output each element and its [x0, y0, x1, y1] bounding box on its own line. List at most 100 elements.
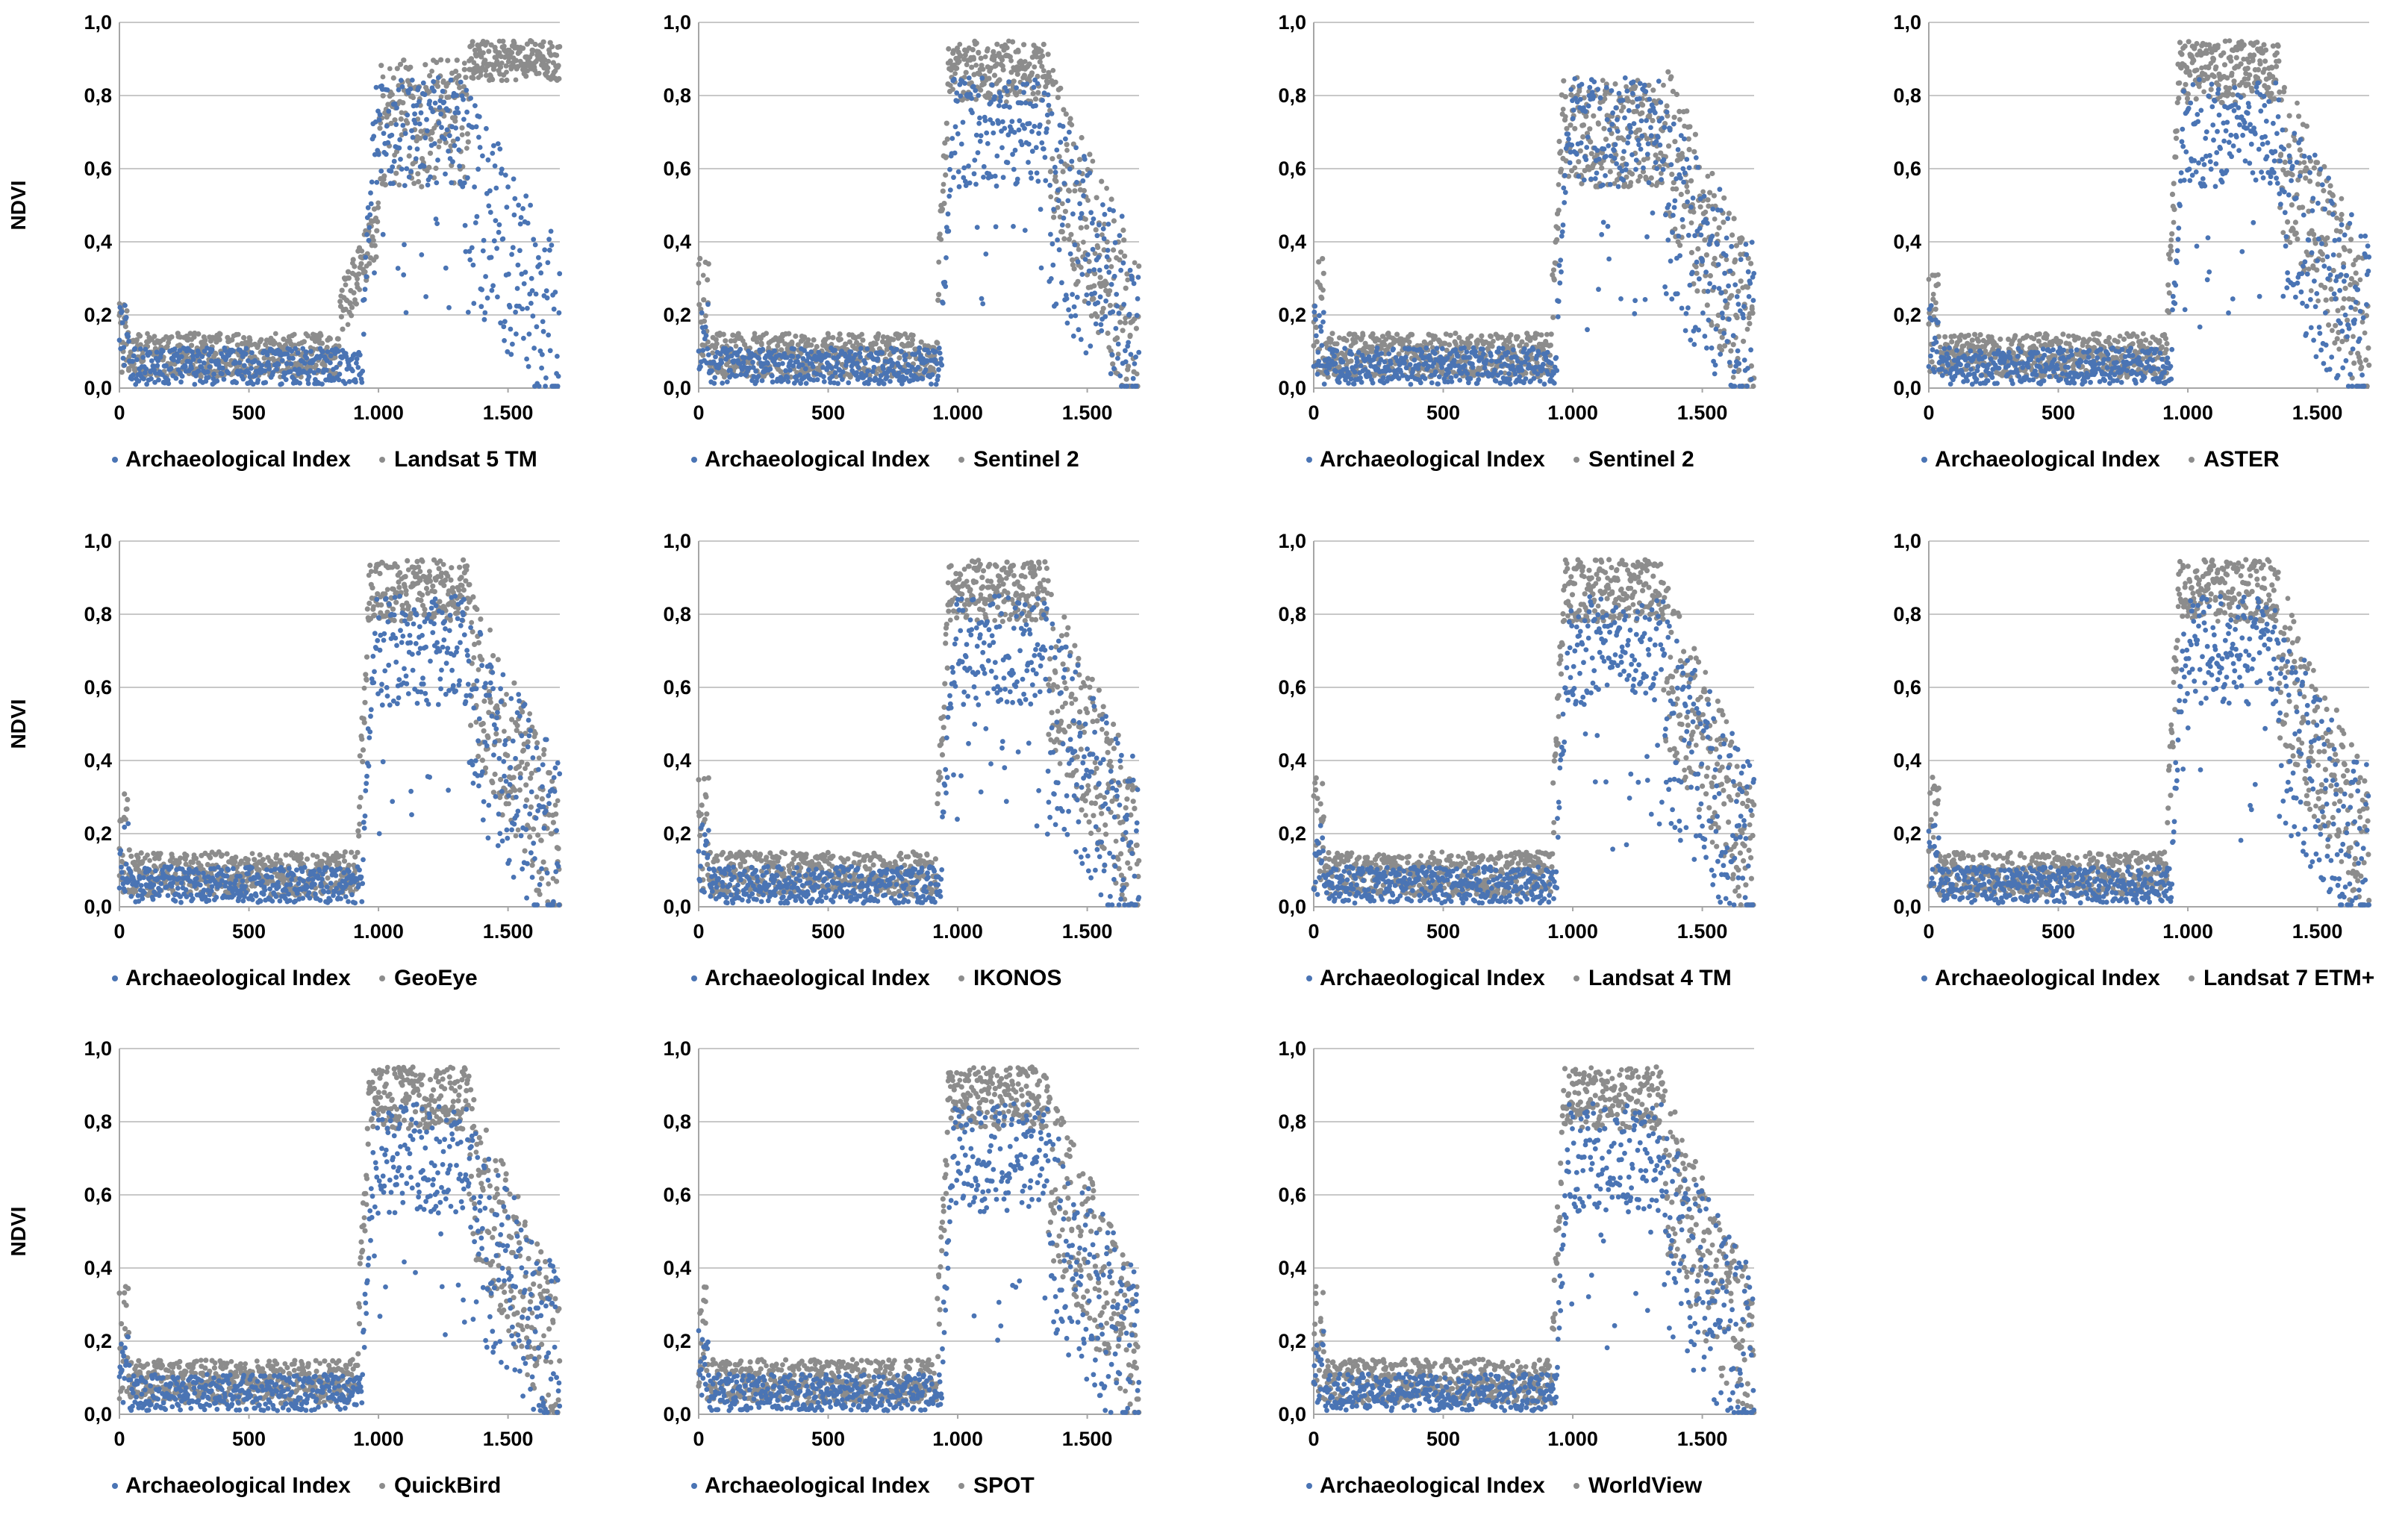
point-sensor — [789, 341, 795, 347]
point-archaeological — [1745, 366, 1750, 371]
point-archaeological — [155, 358, 161, 363]
point-archaeological — [122, 363, 128, 368]
point-archaeological — [1408, 381, 1414, 387]
point-sensor — [696, 261, 702, 267]
point-sensor — [1320, 256, 1326, 262]
point-archaeological — [439, 125, 444, 131]
point-archaeological — [1126, 311, 1132, 317]
point-archaeological — [1599, 231, 1605, 237]
point-archaeological — [378, 168, 384, 174]
point-sensor — [375, 204, 381, 210]
point-sensor — [754, 339, 760, 345]
point-sensor — [554, 52, 560, 58]
point-archaeological — [1581, 177, 1587, 183]
point-sensor — [229, 337, 235, 343]
point-sensor — [952, 71, 958, 76]
point-archaeological — [1449, 379, 1455, 384]
point-archaeological — [1663, 212, 1668, 218]
point-sensor — [940, 188, 946, 194]
point-sensor — [464, 131, 471, 137]
point-sensor — [1048, 194, 1054, 200]
point-archaeological — [1570, 116, 1576, 122]
point-archaeological — [532, 242, 538, 248]
point-archaeological — [976, 120, 982, 126]
point-sensor — [145, 331, 150, 337]
point-archaeological — [493, 185, 499, 191]
point-archaeological — [1712, 362, 1718, 368]
point-sensor — [845, 372, 851, 378]
point-archaeological — [399, 84, 405, 90]
point-archaeological — [1102, 211, 1108, 217]
y-tick-label: 0,6 — [1893, 157, 1921, 180]
point-sensor — [717, 333, 723, 338]
point-archaeological — [361, 331, 366, 337]
point-sensor — [805, 337, 811, 343]
point-archaeological — [147, 350, 153, 356]
point-archaeological — [1530, 347, 1536, 352]
point-sensor — [1106, 345, 1112, 350]
point-archaeological — [179, 373, 185, 379]
point-archaeological — [1004, 88, 1010, 94]
point-archaeological — [172, 346, 178, 352]
point-archaeological — [420, 80, 426, 86]
point-archaeological — [1070, 211, 1076, 217]
point-archaeological — [724, 379, 730, 384]
point-sensor — [1747, 321, 1753, 327]
point-archaeological — [1615, 184, 1621, 190]
point-archaeological — [1606, 143, 1612, 149]
point-archaeological — [328, 360, 333, 366]
point-archaeological — [1439, 364, 1444, 370]
point-sensor — [941, 181, 946, 187]
point-sensor — [1741, 338, 1747, 344]
point-sensor — [1712, 216, 1718, 222]
point-archaeological — [1066, 307, 1071, 313]
point-archaeological — [975, 150, 981, 156]
point-archaeological — [1523, 376, 1529, 381]
point-archaeological — [473, 124, 479, 130]
point-archaeological — [1605, 223, 1611, 229]
point-archaeological — [1548, 360, 1554, 366]
point-archaeological — [1432, 369, 1438, 375]
point-archaeological — [1037, 122, 1043, 128]
point-sensor — [528, 39, 534, 45]
point-archaeological — [711, 381, 717, 386]
point-archaeological — [557, 271, 563, 277]
point-sensor — [480, 38, 486, 44]
point-sensor — [1032, 64, 1038, 70]
point-sensor — [1640, 102, 1646, 108]
point-archaeological — [1002, 125, 1008, 131]
point-sensor — [1052, 79, 1058, 85]
point-archaeological — [705, 302, 711, 307]
point-archaeological — [1594, 170, 1600, 176]
point-sensor — [1628, 180, 1634, 185]
point-archaeological — [808, 349, 814, 355]
point-archaeological — [1348, 376, 1354, 382]
point-archaeological — [1018, 100, 1024, 106]
point-archaeological — [1052, 164, 1058, 170]
point-archaeological — [1099, 328, 1105, 334]
point-sensor — [1044, 74, 1049, 79]
point-archaeological — [865, 368, 870, 374]
point-sensor — [870, 340, 876, 346]
point-archaeological — [1064, 296, 1070, 302]
point-archaeological — [1656, 134, 1661, 140]
point-archaeological — [376, 117, 382, 123]
point-archaeological — [1624, 88, 1630, 94]
point-archaeological — [1626, 107, 1632, 113]
point-archaeological — [402, 242, 407, 248]
point-archaeological — [1135, 296, 1141, 302]
point-sensor — [1084, 224, 1090, 230]
point-sensor — [335, 336, 341, 342]
point-archaeological — [1603, 154, 1609, 159]
point-archaeological — [1064, 320, 1070, 326]
point-sensor — [504, 77, 510, 84]
point-archaeological — [1500, 346, 1506, 352]
point-archaeological — [525, 363, 531, 369]
point-archaeological — [240, 376, 246, 382]
point-archaeological — [770, 379, 776, 385]
point-archaeological — [476, 134, 481, 140]
point-archaeological — [1719, 310, 1725, 316]
legend-label-sensor: Sentinel 2 — [1588, 447, 1694, 472]
point-archaeological — [1603, 84, 1609, 90]
point-archaeological — [1647, 96, 1653, 102]
